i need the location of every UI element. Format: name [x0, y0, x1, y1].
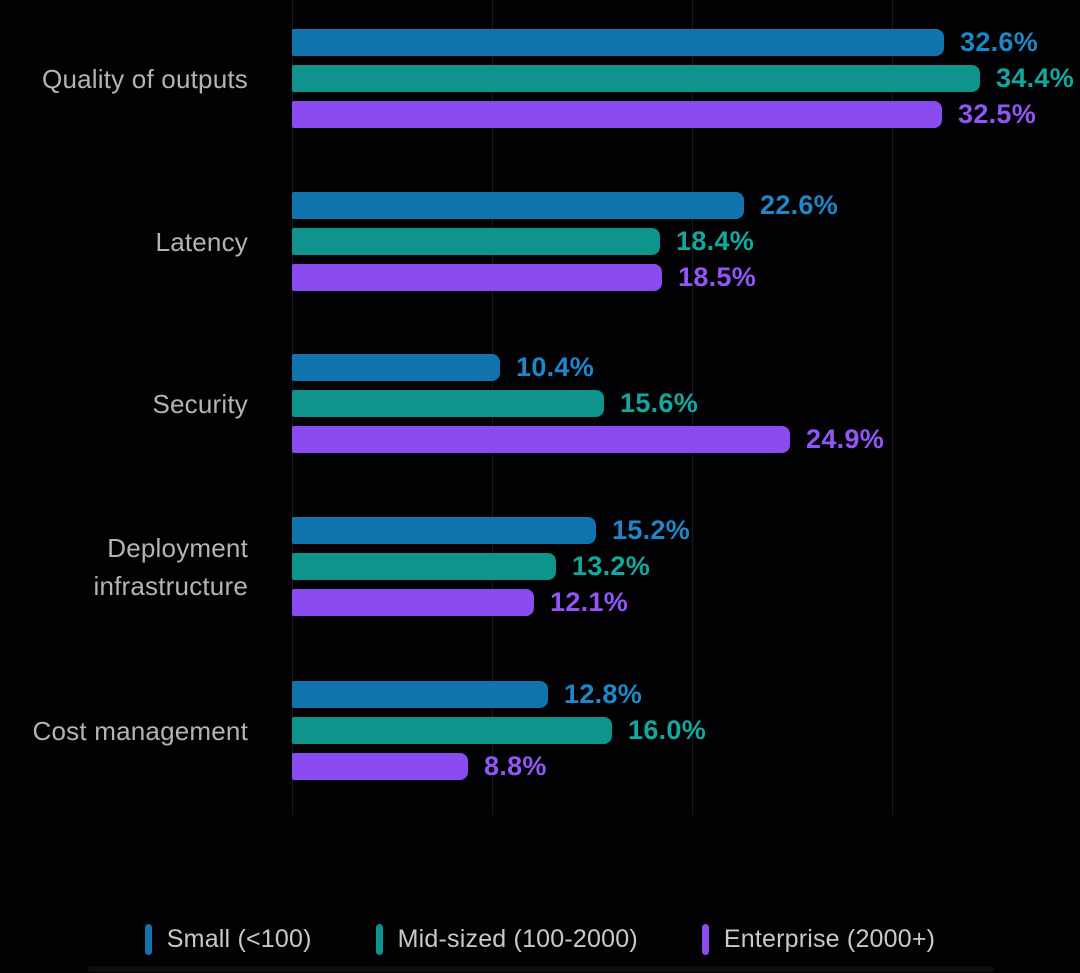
value-label: 15.6%: [620, 388, 699, 418]
category-label: Latency: [155, 226, 248, 257]
value-label: 13.2%: [572, 551, 651, 581]
legend: Small (<100) Mid-sized (100-2000) Enterpri…: [0, 924, 1080, 955]
value-label: 16.0%: [628, 715, 707, 745]
bar-small[interactable]: [292, 29, 944, 56]
bar-mid-sized[interactable]: [292, 553, 556, 580]
value-label: 24.9%: [806, 424, 885, 454]
category-label: Security: [152, 388, 248, 419]
legend-label: Small (<100): [166, 925, 312, 953]
gridline-30pct: [892, 0, 893, 815]
legend-item-small[interactable]: Small (<100): [144, 924, 312, 955]
bar-small[interactable]: [292, 192, 744, 219]
legend-label: Enterprise (2000+): [723, 925, 936, 953]
bar-small[interactable]: [292, 517, 596, 544]
bar-small[interactable]: [292, 354, 500, 381]
category-label: Quality of outputs: [42, 63, 248, 94]
legend-item-mid-sized[interactable]: Mid-sized (100-2000): [375, 924, 638, 955]
value-label: 12.8%: [564, 679, 643, 709]
bar-enterprise[interactable]: [292, 101, 942, 128]
value-label: 18.5%: [678, 262, 757, 292]
bar-mid-sized[interactable]: [292, 390, 604, 417]
value-label: 22.6%: [760, 190, 839, 220]
category-label: Cost management: [32, 715, 248, 746]
legend-marker-icon: [144, 924, 152, 955]
bottom-strip: [88, 966, 994, 972]
value-label: 15.2%: [612, 515, 691, 545]
value-label: 32.6%: [960, 27, 1039, 57]
value-label: 10.4%: [516, 352, 595, 382]
bar-mid-sized[interactable]: [292, 228, 660, 255]
gridline-20pct: [692, 0, 693, 815]
value-label: 12.1%: [550, 587, 629, 617]
value-label: 18.4%: [676, 226, 755, 256]
bar-enterprise[interactable]: [292, 264, 662, 291]
category-label: Deployment infrastructure: [93, 532, 248, 601]
bar-small[interactable]: [292, 681, 548, 708]
bar-enterprise[interactable]: [292, 589, 534, 616]
legend-label: Mid-sized (100-2000): [397, 925, 638, 953]
legend-item-enterprise[interactable]: Enterprise (2000+): [701, 924, 936, 955]
value-label: 8.8%: [484, 751, 547, 781]
bar-enterprise[interactable]: [292, 753, 468, 780]
legend-marker-icon: [375, 924, 383, 955]
bar-mid-sized[interactable]: [292, 717, 612, 744]
legend-marker-icon: [701, 924, 709, 955]
value-label: 34.4%: [996, 63, 1075, 93]
bar-enterprise[interactable]: [292, 426, 790, 453]
value-label: 32.5%: [958, 99, 1037, 129]
bar-mid-sized[interactable]: [292, 65, 980, 92]
